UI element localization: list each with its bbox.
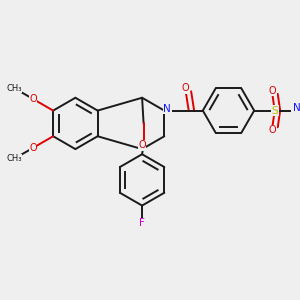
Text: O: O [268,125,276,135]
Text: CH₃: CH₃ [6,84,22,93]
Text: CH₃: CH₃ [6,154,22,163]
Text: O: O [29,94,37,104]
Text: N: N [293,103,300,113]
Text: S: S [272,106,278,116]
Text: O: O [29,143,37,153]
Text: F: F [139,218,145,228]
Text: O: O [182,83,190,93]
Text: O: O [268,86,276,96]
Text: N: N [164,104,171,114]
Text: O: O [138,140,146,150]
